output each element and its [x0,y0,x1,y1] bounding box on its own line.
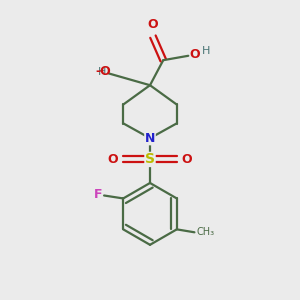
Text: O: O [190,48,200,61]
Text: CH₃: CH₃ [197,227,215,237]
Text: S: S [145,152,155,167]
Text: H: H [202,46,210,56]
Text: H: H [98,67,106,77]
Text: O: O [148,18,158,31]
Text: F: F [94,188,102,201]
Text: -O: -O [95,65,111,79]
Text: O: O [108,153,118,166]
Text: O: O [182,153,192,166]
Text: N: N [145,132,155,145]
